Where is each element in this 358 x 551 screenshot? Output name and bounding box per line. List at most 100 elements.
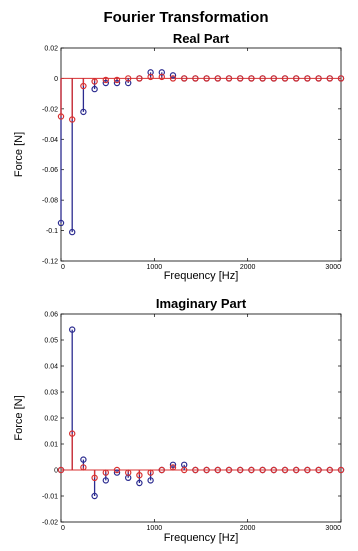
imaginary-part-series-2-marker: [57, 466, 65, 474]
real-part-title: Real Part: [173, 31, 230, 46]
imaginary-part-ytick-label: 0.02: [44, 416, 58, 423]
real-part-series-2-marker: [147, 73, 154, 81]
imaginary-part-series-2-marker: [124, 469, 132, 476]
imaginary-part-xtick-label: 0: [61, 525, 65, 532]
imaginary-part-series-2-marker: [180, 466, 188, 474]
real-part-ytick-label: -0.02: [42, 106, 58, 113]
real-part-series-1-marker: [147, 69, 154, 76]
real-part-series-1-marker: [124, 79, 132, 87]
imaginary-part-xtick-label: 3000: [325, 525, 341, 532]
real-part-series-2-marker: [225, 75, 233, 82]
imaginary-part-title: Imaginary Part: [156, 296, 247, 311]
imaginary-part-series-2-marker: [192, 466, 199, 474]
real-part-series-1-marker: [57, 219, 65, 227]
real-part-series-2-marker: [259, 75, 266, 82]
real-part-series-2-marker: [214, 75, 221, 82]
imaginary-part-series-2-marker: [337, 466, 345, 474]
imaginary-part-ytick-label: -0.02: [42, 520, 58, 527]
real-part-ytick-label: 0.02: [44, 46, 58, 53]
imaginary-part-series-2-marker: [281, 466, 289, 474]
imaginary-part-axes-box: [60, 313, 342, 523]
real-part-series-2-marker: [304, 75, 311, 82]
imaginary-part-series-2-marker: [270, 466, 277, 474]
real-part-series-2-marker: [80, 82, 87, 90]
real-part-xlabel: Frequency [Hz]: [164, 270, 239, 282]
real-part-xtick-label: 0: [61, 264, 65, 271]
imaginary-part-series-2-marker: [147, 469, 154, 476]
imaginary-part-series-2-marker: [158, 466, 165, 474]
real-part-series-1-marker: [113, 79, 121, 87]
imaginary-part-series-2-marker: [68, 430, 76, 437]
real-part-series-2-marker: [337, 75, 345, 82]
imaginary-part-series-2-marker: [91, 474, 98, 481]
imaginary-part-series-2-marker: [113, 466, 121, 474]
real-part-series-2-marker: [315, 75, 322, 82]
real-part-ytick-label: 0: [54, 76, 58, 83]
imaginary-part-series-2-marker: [80, 464, 87, 471]
real-part-series-2-marker: [270, 75, 277, 82]
imaginary-part-series-2-marker: [304, 466, 311, 474]
real-part-series-1-marker: [80, 108, 87, 116]
real-part-series-2-marker: [57, 113, 65, 120]
imaginary-part-series-1-marker: [102, 477, 110, 484]
imaginary-part-ylabel: Force [N]: [13, 395, 25, 440]
real-part-series-2-marker: [124, 75, 132, 82]
real-part-series-2-marker: [169, 75, 177, 82]
imaginary-part-series-1-marker: [80, 456, 87, 463]
real-part-ylabel: Force [N]: [13, 132, 25, 177]
real-part-ytick-label: -0.08: [42, 198, 58, 205]
imaginary-part-series-2-marker: [293, 466, 300, 474]
imaginary-part-series-1-marker: [113, 469, 121, 476]
real-part-series-2-marker: [281, 75, 289, 82]
real-part-series-2-marker: [113, 76, 121, 84]
imaginary-part-series-2-marker: [136, 472, 143, 479]
imaginary-part-series-2-marker: [225, 466, 233, 474]
real-part-series-2-marker: [91, 78, 98, 85]
real-part-series-1-marker: [169, 72, 177, 79]
imaginary-part-series-2-marker: [102, 469, 110, 476]
real-part-ytick-label: -0.06: [42, 167, 58, 174]
real-part-xtick-label: 3000: [325, 264, 341, 271]
imaginary-part-ytick-label: 0.06: [44, 312, 58, 319]
imaginary-part-series-2-marker: [315, 466, 322, 474]
real-part-series-2-marker: [203, 75, 210, 82]
real-part-series-2-marker: [326, 75, 333, 82]
real-part-series-1-marker: [91, 85, 98, 93]
imaginary-part-ytick-label: 0.04: [44, 364, 58, 371]
real-part-series-2-marker: [158, 73, 165, 81]
real-part-series-1-marker: [102, 79, 110, 87]
real-part-xtick-label: 1000: [147, 264, 163, 271]
real-part-series-1-marker: [68, 228, 76, 236]
imaginary-part-series-1-marker: [91, 492, 98, 500]
real-part-ytick-label: -0.12: [42, 259, 58, 266]
real-part-series-1-marker: [158, 69, 165, 76]
real-part-series-2-marker: [180, 75, 188, 82]
imaginary-part-xlabel: Frequency [Hz]: [164, 532, 239, 544]
real-part-xtick-label: 2000: [240, 264, 256, 271]
real-part-series-2-marker: [102, 76, 110, 84]
imaginary-part-series-2-marker: [236, 466, 244, 474]
imaginary-part-series-2-marker: [248, 466, 255, 474]
imaginary-part-series-1-marker: [68, 326, 76, 333]
real-part-series-2-marker: [293, 75, 300, 82]
real-part-series-2-marker: [192, 75, 199, 82]
figure-title: Fourier Transformation: [103, 9, 268, 26]
imaginary-part-ytick-label: -0.01: [42, 494, 58, 501]
imaginary-part-xtick-label: 2000: [240, 525, 256, 532]
imaginary-part-ytick-label: 0.05: [44, 338, 58, 345]
imaginary-part-xtick-label: 1000: [147, 525, 163, 532]
real-part-ytick-label: -0.04: [42, 137, 58, 144]
imaginary-part-series-2-marker: [326, 466, 333, 474]
real-part-series-2-marker: [236, 75, 244, 82]
imaginary-part-ytick-label: 0.01: [44, 442, 58, 449]
imaginary-part-panel: Imaginary Part -0.02 -0.01 0 0.01 0.02 0.03 0.0…: [13, 296, 345, 544]
imaginary-part-ytick-label: 0: [54, 468, 58, 475]
imaginary-part-ytick-label: 0.03: [44, 390, 58, 397]
real-part-series-2-marker: [68, 116, 76, 123]
imaginary-part-series-2-marker: [214, 466, 221, 474]
imaginary-part-series-2-marker: [259, 466, 266, 474]
real-part-panel: Real Part -0.12 -0.1 -0.08 -0.06 -0.04 -0.02 0 0…: [13, 31, 345, 282]
real-part-series-2-marker: [248, 75, 255, 82]
real-part-series-2-marker: [136, 75, 143, 82]
